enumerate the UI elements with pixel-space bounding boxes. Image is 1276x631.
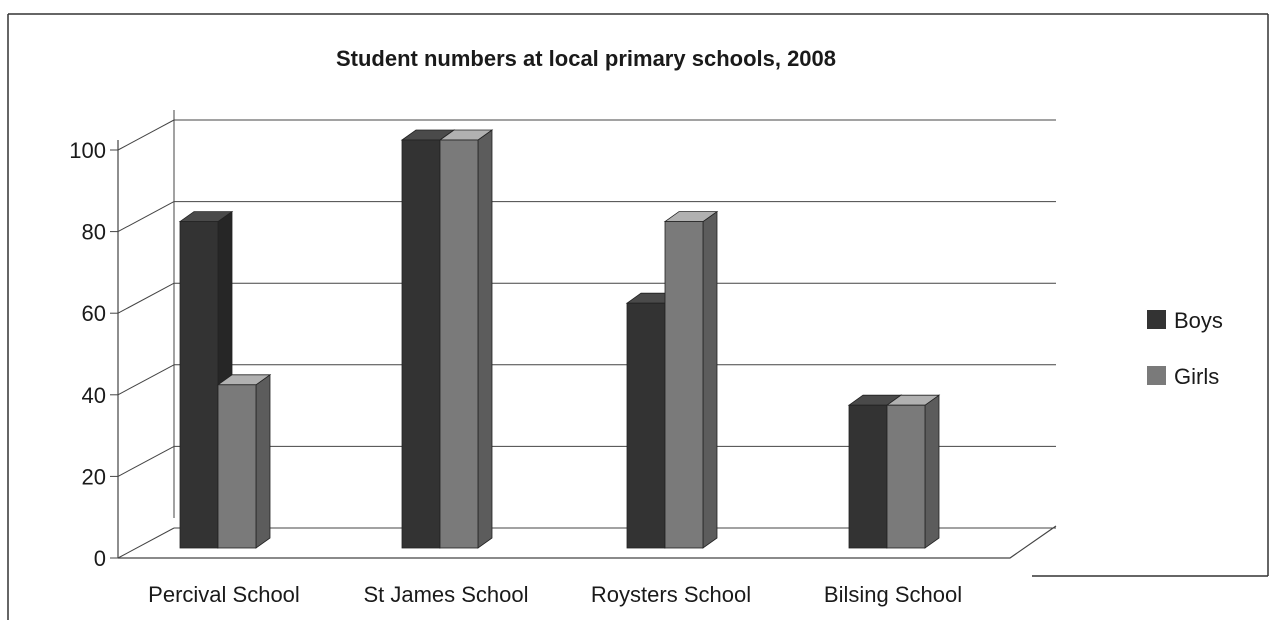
gridline-diagonal xyxy=(117,445,175,477)
y-tick-label: 60 xyxy=(82,301,106,326)
gridline-diagonal xyxy=(117,527,175,559)
x-category-label: Bilsing School xyxy=(824,582,962,607)
grid-layer xyxy=(117,110,1057,559)
bar xyxy=(663,210,719,549)
x-category-label: Roysters School xyxy=(591,582,751,607)
y-tick-label: 100 xyxy=(69,138,106,163)
bar-front xyxy=(664,221,704,549)
floor-front-edge xyxy=(118,525,1057,559)
gridline-diagonal xyxy=(117,364,175,396)
y-tick-label: 0 xyxy=(94,546,106,571)
legend-label: Girls xyxy=(1174,364,1219,389)
bar xyxy=(885,394,941,549)
bar-front xyxy=(217,384,257,549)
bar xyxy=(216,374,272,549)
bar-side xyxy=(255,374,271,549)
chart-title: Student numbers at local primary schools… xyxy=(336,46,836,71)
y-axis-ticks: 0 20 40 60 80 100 xyxy=(69,138,118,571)
x-axis-labels: Percival School St James School Roysters S… xyxy=(148,582,962,607)
bar-front xyxy=(401,139,441,549)
bar-front xyxy=(848,404,888,549)
bar-side xyxy=(477,129,493,549)
bars-layer xyxy=(178,129,941,549)
legend-label: Boys xyxy=(1174,308,1223,333)
x-category-label: Percival School xyxy=(148,582,300,607)
gridline-diagonal xyxy=(117,282,175,314)
legend: Boys Girls xyxy=(1147,308,1223,389)
legend-swatch xyxy=(1147,366,1166,385)
bar xyxy=(438,129,494,549)
bar-side xyxy=(702,210,718,549)
y-tick-label: 20 xyxy=(82,464,106,489)
bar-front xyxy=(439,139,479,549)
gridline-diagonal xyxy=(117,119,175,151)
bar-front xyxy=(626,302,666,549)
bar-side xyxy=(924,394,940,549)
legend-swatch xyxy=(1147,310,1166,329)
gridline-diagonal xyxy=(117,201,175,233)
y-tick-label: 40 xyxy=(82,383,106,408)
bar-front xyxy=(886,404,926,549)
y-tick-label: 80 xyxy=(82,220,106,245)
bar-front xyxy=(179,221,219,549)
x-category-label: St James School xyxy=(363,582,528,607)
